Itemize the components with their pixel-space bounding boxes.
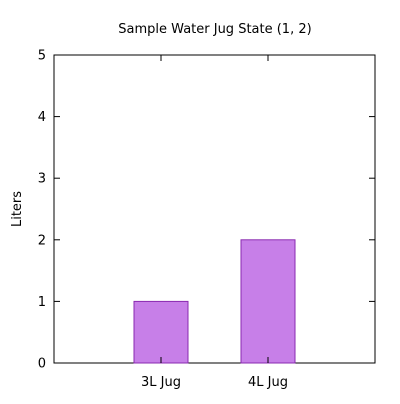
y-tick-label: 1 [38,295,46,310]
y-tick-label: 4 [38,110,46,125]
bar-series [133,239,296,364]
bar [133,300,189,364]
y-tick-label: 5 [38,49,46,64]
y-axis-label: Liters [10,191,25,227]
bar [240,239,296,364]
plot-area-frame [53,54,376,364]
chart-title: Sample Water Jug State (1, 2) [118,22,311,37]
y-axis-ticks: 0 1 2 3 4 5 [38,49,375,372]
y-tick-label: 0 [38,357,46,372]
x-tick-label: 4L Jug [248,375,288,390]
x-axis-ticks: 3L Jug 4L Jug [141,55,288,390]
y-tick-label: 2 [38,233,46,248]
x-tick-label: 3L Jug [141,375,181,390]
y-tick-label: 3 [38,172,46,187]
